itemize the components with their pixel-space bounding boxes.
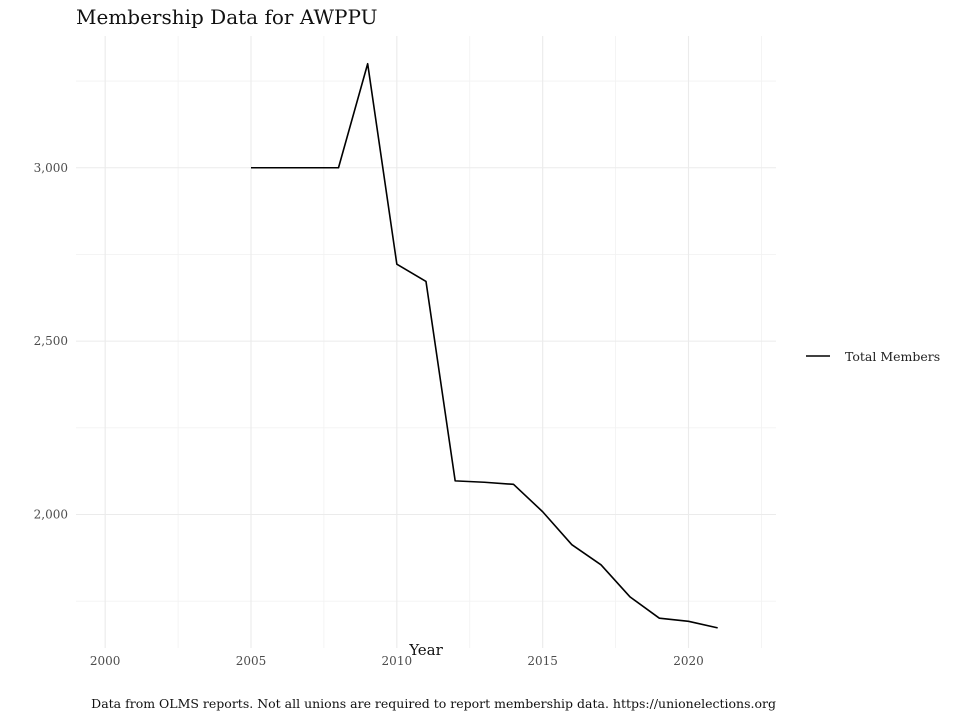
series-group — [251, 62, 718, 629]
y-tick-label: 2,500 — [34, 334, 68, 348]
legend-label-total-members: Total Members — [845, 349, 940, 364]
x-axis-title: Year — [408, 641, 443, 659]
x-tick-label: 2015 — [527, 654, 558, 668]
y-axis: 2,000 2,500 3,000 — [34, 161, 68, 522]
chart-title: Membership Data for AWPPU — [76, 5, 377, 29]
y-tick-label: 2,000 — [34, 508, 68, 522]
x-tick-label: 2005 — [236, 654, 267, 668]
y-tick-label: 3,000 — [34, 161, 68, 175]
x-tick-label: 2010 — [382, 654, 413, 668]
legend: Total Members — [806, 349, 940, 364]
x-tick-label: 2000 — [90, 654, 121, 668]
x-tick-label: 2020 — [673, 654, 704, 668]
chart-caption: Data from OLMS reports. Not all unions a… — [91, 696, 776, 711]
series-line-total-members — [251, 62, 718, 629]
x-axis: 2000 2005 2010 2015 2020 — [90, 654, 704, 668]
plot-grid — [76, 36, 776, 648]
